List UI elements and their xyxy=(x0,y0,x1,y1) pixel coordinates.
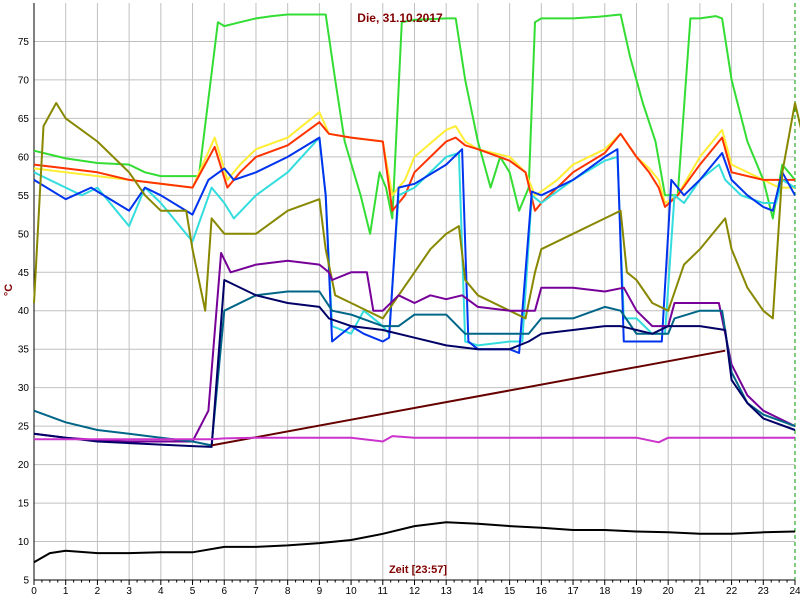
chart-title: Die, 31.10.2017 xyxy=(357,11,443,25)
y-tick-label: 55 xyxy=(18,191,30,202)
y-tick-label: 10 xyxy=(18,537,30,548)
y-tick-label: 25 xyxy=(18,422,30,433)
axes xyxy=(33,3,796,585)
y-tick-label: 65 xyxy=(18,114,30,125)
x-tick-label: 2 xyxy=(95,586,101,597)
x-tick-label: 20 xyxy=(663,586,675,597)
x-tick-label: 4 xyxy=(158,586,164,597)
series-line-1 xyxy=(33,13,796,235)
x-tick-label: 8 xyxy=(285,586,291,597)
series-line-6 xyxy=(33,102,800,320)
series-line-8 xyxy=(33,290,796,447)
y-tick-label: 30 xyxy=(18,383,30,394)
series-line-9 xyxy=(33,279,796,448)
x-tick-label: 12 xyxy=(409,586,421,597)
x-tick-label: 18 xyxy=(599,586,611,597)
x-tick-label: 3 xyxy=(126,586,132,597)
x-tick-label: 14 xyxy=(472,586,484,597)
y-axis-label: °C xyxy=(3,284,15,296)
x-tick-label: 7 xyxy=(253,586,259,597)
y-tick-label: 40 xyxy=(18,306,30,317)
series-line-11 xyxy=(34,435,795,444)
x-axis-label: Zeit [23:57] xyxy=(389,564,447,576)
x-tick-label: 21 xyxy=(694,586,706,597)
x-tick-label: 17 xyxy=(567,586,579,597)
y-tick-label: 5 xyxy=(23,576,29,587)
series-line-5 xyxy=(33,136,796,354)
y-tick-label: 15 xyxy=(18,499,30,510)
series-line-10 xyxy=(211,349,726,447)
x-tick-label: 6 xyxy=(221,586,227,597)
x-tick-label: 24 xyxy=(789,586,800,597)
x-tick-label: 5 xyxy=(190,586,196,597)
y-tick-label: 50 xyxy=(18,229,30,240)
grid xyxy=(34,3,795,581)
series-lines xyxy=(33,13,800,564)
y-tick-label: 60 xyxy=(18,152,30,163)
x-tick-label: 16 xyxy=(536,586,548,597)
x-tick-label: 13 xyxy=(441,586,453,597)
series-line-7 xyxy=(33,252,796,443)
x-tick-label: 23 xyxy=(758,586,770,597)
x-tick-label: 9 xyxy=(317,586,323,597)
y-tick-label: 35 xyxy=(18,345,30,356)
x-tick-label: 19 xyxy=(631,586,643,597)
y-tick-label: 20 xyxy=(18,460,30,471)
x-tick-label: 10 xyxy=(346,586,358,597)
x-tick-label: 22 xyxy=(726,586,738,597)
y-tick-label: 75 xyxy=(18,37,30,48)
x-tick-label: 0 xyxy=(31,586,37,597)
x-tick-label: 11 xyxy=(378,586,389,597)
x-tick-label: 15 xyxy=(504,586,516,597)
x-tick-label: 1 xyxy=(63,586,69,597)
y-tick-label: 45 xyxy=(18,268,30,279)
series-line-12 xyxy=(33,521,796,564)
y-tick-label: 70 xyxy=(18,75,30,86)
